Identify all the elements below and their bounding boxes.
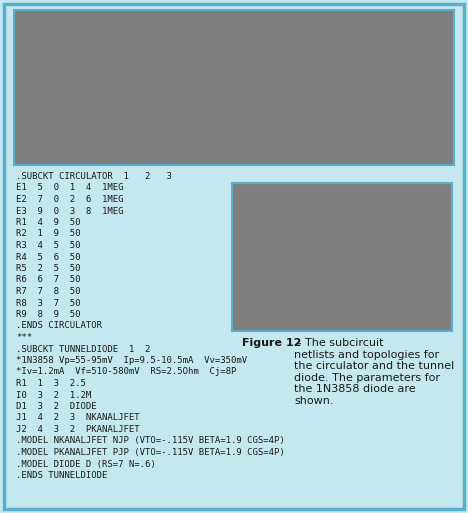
Bar (232, 183, 452, 331)
Text: *Iv=1.2mA  Vf=510-580mV  RS=2.5Ohm  Cj=8P: *Iv=1.2mA Vf=510-580mV RS=2.5Ohm Cj=8P (16, 367, 236, 377)
Text: .MODEL NKANALJFET NJP (VTO=-.115V BETA=1.9 CGS=4P): .MODEL NKANALJFET NJP (VTO=-.115V BETA=1… (16, 437, 285, 445)
Text: R8  3  7  50: R8 3 7 50 (16, 299, 80, 307)
Text: E1  5  0  1  4  1MEG: E1 5 0 1 4 1MEG (16, 184, 124, 192)
Text: J2  4  3  2  PKANALJFET: J2 4 3 2 PKANALJFET (16, 425, 139, 434)
Text: R4  5  6  50: R4 5 6 50 (16, 252, 80, 262)
Bar (14, 10, 454, 165)
Text: *1N3858 Vp=55-95mV  Ip=9.5-10.5mA  Vv=350mV: *1N3858 Vp=55-95mV Ip=9.5-10.5mA Vv=350m… (16, 356, 247, 365)
Text: R6  6  7  50: R6 6 7 50 (16, 275, 80, 285)
Text: D1  3  2  DIODE: D1 3 2 DIODE (16, 402, 96, 411)
Text: E3  9  0  3  8  1MEG: E3 9 0 3 8 1MEG (16, 207, 124, 215)
Text: .SUBCKT TUNNELDIODE  1  2: .SUBCKT TUNNELDIODE 1 2 (16, 345, 150, 353)
Text: R2  1  9  50: R2 1 9 50 (16, 229, 80, 239)
Text: ***: *** (16, 333, 32, 342)
Text: E2  7  0  2  6  1MEG: E2 7 0 2 6 1MEG (16, 195, 124, 204)
Text: R9  8  9  50: R9 8 9 50 (16, 310, 80, 319)
Text: .MODEL PKANALJFET PJP (VTO=-.115V BETA=1.9 CGS=4P): .MODEL PKANALJFET PJP (VTO=-.115V BETA=1… (16, 448, 285, 457)
Text: R1  4  9  50: R1 4 9 50 (16, 218, 80, 227)
Text: J1  4  2  3  NKANALJFET: J1 4 2 3 NKANALJFET (16, 413, 139, 423)
Text: .MODEL DIODE D (RS=7 N=.6): .MODEL DIODE D (RS=7 N=.6) (16, 460, 156, 468)
Text: I0  3  2  1.2M: I0 3 2 1.2M (16, 390, 91, 400)
Text: R1  1  3  2.5: R1 1 3 2.5 (16, 379, 86, 388)
Text: R7  7  8  50: R7 7 8 50 (16, 287, 80, 296)
Text: R5  2  5  50: R5 2 5 50 (16, 264, 80, 273)
Text: Figure 12: Figure 12 (242, 338, 301, 348)
Text: R3  4  5  50: R3 4 5 50 (16, 241, 80, 250)
Text: .ENDS TUNNELDIODE: .ENDS TUNNELDIODE (16, 471, 107, 480)
Text: - The subcircuit
netlists and topologies for
the circulator and the tunnel
diode: - The subcircuit netlists and topologies… (294, 338, 454, 406)
Text: .ENDS CIRCULATOR: .ENDS CIRCULATOR (16, 322, 102, 330)
Text: .SUBCKT CIRCULATOR  1   2   3: .SUBCKT CIRCULATOR 1 2 3 (16, 172, 172, 181)
